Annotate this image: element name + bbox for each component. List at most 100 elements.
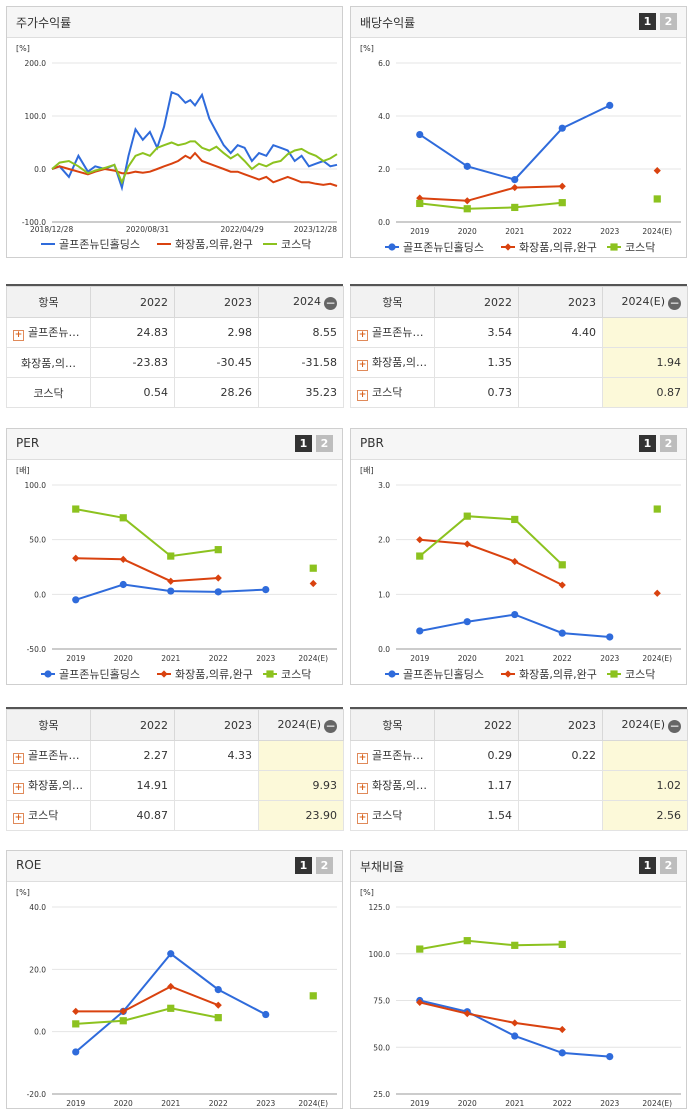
x-tick-label: 2021 xyxy=(505,654,524,663)
table-cell: 2.56 xyxy=(602,800,688,831)
view-1-button[interactable]: 1 xyxy=(639,435,656,452)
data-point xyxy=(558,629,566,637)
header-label: 항목 xyxy=(38,719,59,732)
expand-icon[interactable]: + xyxy=(357,360,368,371)
row-name-cell[interactable]: + 골프존뉴… xyxy=(6,317,91,348)
table-cell: 1.54 xyxy=(434,800,519,831)
chart-svg: [배] 3.0 2.0 1.0 0.0 2019 2020 2021 2022 2023 2024(… xyxy=(360,466,681,681)
row-name: 골프존뉴… xyxy=(28,749,80,762)
table-cell: 0.29 xyxy=(434,740,519,771)
panel-title: ROE xyxy=(16,858,42,872)
table-cell xyxy=(174,800,259,831)
view-1-button[interactable]: 1 xyxy=(295,857,312,874)
expand-icon[interactable]: + xyxy=(357,813,368,824)
row-name-cell[interactable]: 화장품,의… xyxy=(6,347,91,378)
data-point xyxy=(558,940,566,948)
x-tick-label: 2020 xyxy=(114,654,133,663)
table-row: + 화장품,의… 1.17 1.02 xyxy=(350,770,688,801)
legend-item[interactable]: 화장품,의류,완구 xyxy=(501,668,597,681)
data-point xyxy=(72,505,80,513)
view-2-button[interactable]: 2 xyxy=(660,435,677,452)
row-name-cell[interactable]: + 코스닥 xyxy=(350,800,435,831)
table-header-cell: 2023 xyxy=(518,286,603,318)
legend-item[interactable]: 화장품,의류,완구 xyxy=(501,241,597,254)
table-header-cell: 항목 xyxy=(350,286,435,318)
data-point xyxy=(214,1014,222,1022)
row-name: 화장품,의… xyxy=(28,779,83,792)
legend-item[interactable]: 화장품,의류,완구 xyxy=(157,668,253,681)
row-name-cell[interactable]: + 코스닥 xyxy=(6,800,91,831)
table-cell xyxy=(258,740,344,771)
legend-item[interactable]: 코스닥 xyxy=(607,241,655,254)
legend-marker xyxy=(610,670,618,678)
expand-icon[interactable]: + xyxy=(357,330,368,341)
collapse-icon[interactable]: − xyxy=(324,718,337,733)
row-name-cell[interactable]: + 골프존뉴… xyxy=(350,740,435,771)
series-line xyxy=(75,508,219,558)
legend-label: 화장품,의류,완구 xyxy=(519,241,597,254)
chart-svg: [%] 40.0 20.0 0.0 -20.0 2019 2020 2021 2022 2023 2… xyxy=(16,888,337,1108)
collapse-icon[interactable]: − xyxy=(668,295,681,310)
table-header-cell: 2024(E) − xyxy=(258,709,344,741)
chart-panel: PBR 1 2 [배] 3.0 2.0 1.0 0.0 2019 2020 2021 2022 2023… xyxy=(350,428,687,685)
view-2-button[interactable]: 2 xyxy=(660,13,677,30)
row-name-cell[interactable]: + 골프존뉴… xyxy=(350,317,435,348)
expand-icon[interactable]: + xyxy=(13,783,24,794)
view-2-button[interactable]: 2 xyxy=(316,435,333,452)
panel-header: ROE 1 2 xyxy=(7,851,342,882)
collapse-icon[interactable]: − xyxy=(668,718,681,733)
view-2-button[interactable]: 2 xyxy=(660,857,677,874)
data-point xyxy=(511,610,519,619)
expand-icon[interactable]: + xyxy=(13,813,24,824)
table-header-cell: 2022 xyxy=(434,286,519,318)
view-1-button[interactable]: 1 xyxy=(639,857,656,874)
data-point xyxy=(463,205,471,213)
x-tick-label: 2022 xyxy=(209,1099,228,1108)
row-name-cell[interactable]: + 화장품,의… xyxy=(350,347,435,378)
expand-icon[interactable]: + xyxy=(357,390,368,401)
panel-header: PBR 1 2 xyxy=(351,429,686,460)
x-tick-label: 2021 xyxy=(505,227,524,236)
collapse-icon[interactable]: − xyxy=(324,295,337,310)
chart-panel: 주가수익률 [%] 200.0 100.0 0.0 -100.0 2018/12/28 202… xyxy=(6,6,343,258)
table-cell: 1.94 xyxy=(602,347,688,378)
legend-item[interactable]: 코스닥 xyxy=(263,668,311,681)
legend-item[interactable]: 골프존뉴딘홀딩스 xyxy=(41,238,140,251)
expand-icon[interactable]: + xyxy=(13,330,24,341)
data-point xyxy=(511,941,519,949)
table-row: + 화장품,의… 14.91 9.93 xyxy=(6,770,344,801)
view-1-button[interactable]: 1 xyxy=(295,435,312,452)
header-label: 2023 xyxy=(568,718,596,732)
data-point xyxy=(653,589,661,597)
unit-label: [%] xyxy=(360,888,374,897)
row-name-cell[interactable]: + 화장품,의… xyxy=(350,770,435,801)
legend-item[interactable]: 골프존뉴딘홀딩스 xyxy=(385,668,484,681)
table-cell: 4.40 xyxy=(518,317,603,348)
legend-label: 코스닥 xyxy=(625,241,655,254)
expand-icon[interactable]: + xyxy=(357,783,368,794)
view-1-button[interactable]: 1 xyxy=(639,13,656,30)
x-tick-label: 2022 xyxy=(553,654,572,663)
row-name-cell[interactable]: + 골프존뉴… xyxy=(6,740,91,771)
table-cell: 3.54 xyxy=(434,317,519,348)
data-point xyxy=(511,515,519,524)
row-name: 코스닥 xyxy=(372,809,403,822)
unit-label: [배] xyxy=(360,466,374,475)
row-name-cell[interactable]: + 화장품,의… xyxy=(6,770,91,801)
table-row: + 코스닥 40.87 23.90 xyxy=(6,800,344,831)
data-point xyxy=(558,1025,566,1034)
view-2-button[interactable]: 2 xyxy=(316,857,333,874)
legend-item[interactable]: 코스닥 xyxy=(263,238,311,251)
expand-icon[interactable]: + xyxy=(13,753,24,764)
legend-item[interactable]: 화장품,의류,완구 xyxy=(157,238,253,251)
legend-item[interactable]: 코스닥 xyxy=(607,668,655,681)
row-name-cell[interactable]: + 코스닥 xyxy=(350,377,435,408)
expand-icon[interactable]: + xyxy=(357,753,368,764)
legend-item[interactable]: 골프존뉴딘홀딩스 xyxy=(41,668,140,681)
row-name-cell[interactable]: 코스닥 xyxy=(6,377,91,408)
header-label: 2023 xyxy=(568,295,596,309)
legend-item[interactable]: 골프존뉴딘홀딩스 xyxy=(385,241,484,254)
table-cell: -23.83 xyxy=(90,347,175,378)
table-header-row: 항목 2022 2023 2024(E) − xyxy=(6,709,344,741)
